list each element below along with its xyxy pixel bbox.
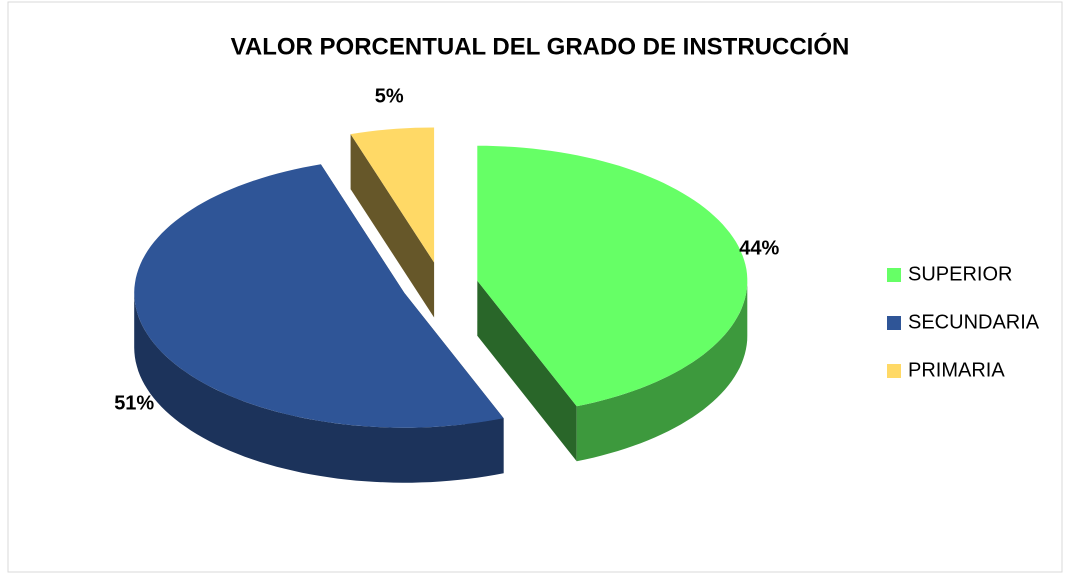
legend-label: SUPERIOR [908,263,1012,285]
slice [477,145,748,407]
data-label: 5% [375,86,404,108]
data-label: 51% [114,393,154,415]
legend-swatch [887,316,901,330]
chart-title: VALOR PORCENTUAL DEL GRADO DE INSTRUCCIÓ… [231,32,850,60]
data-label: 44% [739,238,779,260]
slice-side [576,280,748,462]
slice-side [134,292,504,483]
legend-swatch [887,268,901,282]
legend-label: PRIMARIA [908,359,1005,381]
slice-side [350,134,435,318]
slice-side [477,280,577,462]
slice [134,164,504,428]
legend-swatch [887,364,901,378]
legend-label: SECUNDARIA [908,311,1040,333]
slice [350,127,435,263]
